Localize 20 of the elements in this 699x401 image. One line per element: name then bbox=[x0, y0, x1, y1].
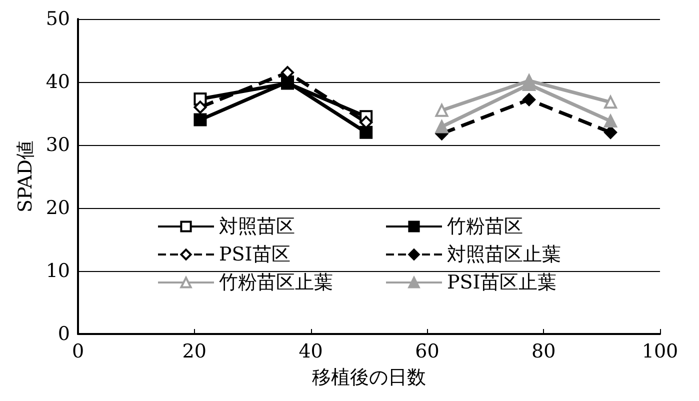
x-tick-label: 40 bbox=[298, 340, 323, 362]
legend-label: 対照苗区止葉 bbox=[447, 244, 561, 266]
x-tick-label: 0 bbox=[72, 340, 84, 362]
x-axis-title: 移植後の日数 bbox=[312, 366, 426, 388]
y-tick-label: 30 bbox=[46, 134, 70, 156]
y-tick-label: 0 bbox=[58, 323, 70, 345]
y-tick-label: 20 bbox=[46, 197, 70, 219]
legend-label: 対照苗区 bbox=[219, 216, 295, 238]
y-axis-title: SPAD値 bbox=[14, 140, 36, 213]
x-tick-label: 20 bbox=[182, 340, 206, 362]
legend-label: 竹粉苗区止葉 bbox=[219, 272, 333, 294]
y-tick-label: 50 bbox=[46, 8, 70, 30]
legend-label: PSI苗区 bbox=[219, 244, 290, 266]
x-tick-label: 80 bbox=[532, 340, 556, 362]
y-tick-label: 40 bbox=[46, 71, 70, 93]
legend-label: PSI苗区止葉 bbox=[447, 272, 556, 294]
x-tick-label: 100 bbox=[642, 340, 678, 362]
y-tick-label: 10 bbox=[46, 260, 70, 282]
x-tick-label: 60 bbox=[415, 340, 440, 362]
legend-label: 竹粉苗区 bbox=[447, 216, 523, 238]
